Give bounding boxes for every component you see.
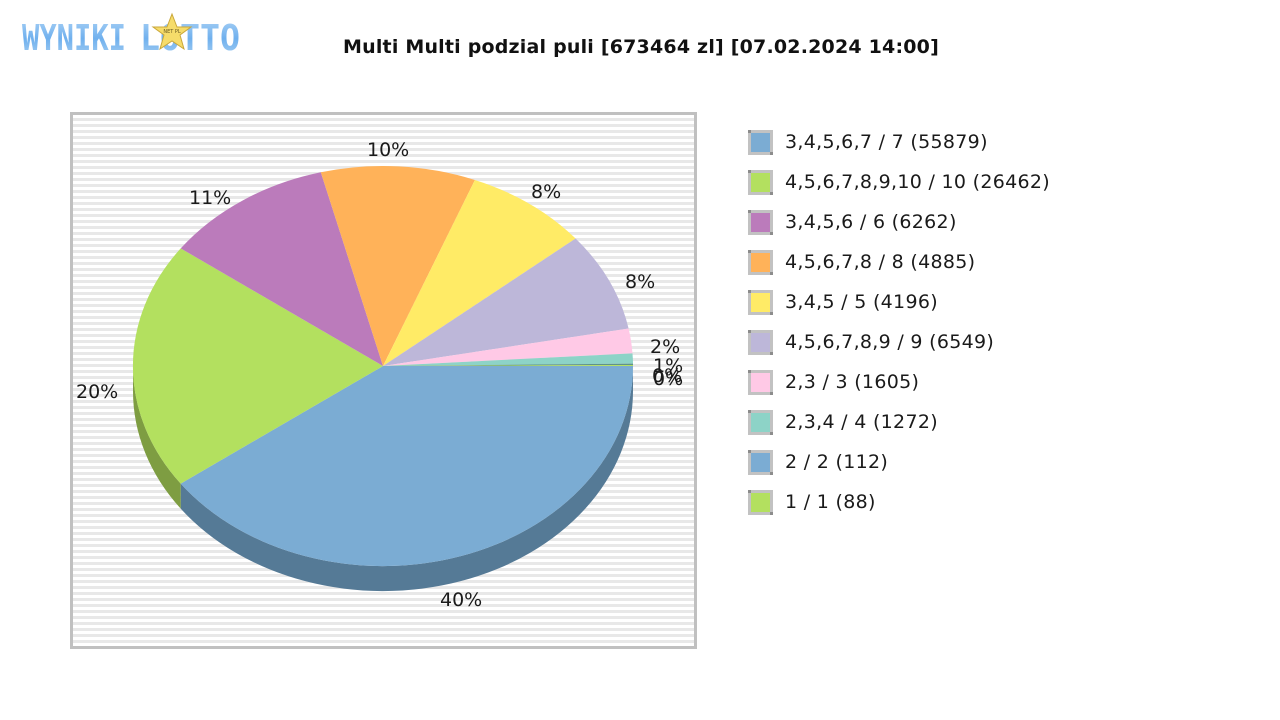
slice-3-4-5 bbox=[383, 180, 576, 366]
pct-label-8-lavender: 8% bbox=[625, 271, 656, 293]
pct-label-0-b: 0% bbox=[653, 368, 684, 390]
chart-legend: 3,4,5,6,7 / 7 (55879) 4,5,6,7,8,9,10 / 1… bbox=[748, 122, 1050, 522]
pie-chart bbox=[132, 166, 634, 592]
slice-3-4-5-6-7 bbox=[180, 366, 634, 567]
pct-label-11: 11% bbox=[189, 187, 232, 209]
pct-label-10: 10% bbox=[367, 139, 410, 161]
legend-item: 3,4,5,6 / 6 (6262) bbox=[748, 202, 1050, 242]
legend-label: 3,4,5,6 / 6 (6262) bbox=[785, 211, 957, 233]
slice-3-4-5-6 bbox=[180, 172, 383, 366]
pie-slices bbox=[132, 166, 634, 567]
legend-item: 2,3 / 3 (1605) bbox=[748, 362, 1050, 402]
slice-2-3-4 bbox=[383, 353, 633, 366]
legend-item: 3,4,5,6,7 / 7 (55879) bbox=[748, 122, 1050, 162]
slice-4-5-6-7-8 bbox=[320, 166, 475, 366]
pct-label-40: 40% bbox=[440, 589, 483, 611]
legend-item: 2,3,4 / 4 (1272) bbox=[748, 402, 1050, 442]
slice-4-10 bbox=[132, 248, 383, 484]
legend-label: 4,5,6,7,8,9,10 / 10 (26462) bbox=[785, 171, 1051, 193]
legend-label: 3,4,5,6,7 / 7 (55879) bbox=[785, 131, 988, 153]
logo-graphic: WYNIKI LOTTO NET PL bbox=[22, 12, 240, 59]
legend-item: 3,4,5 / 5 (4196) bbox=[748, 282, 1050, 322]
legend-swatch bbox=[748, 489, 773, 515]
legend-swatch bbox=[748, 289, 773, 315]
star-icon bbox=[151, 12, 193, 51]
slice-4-9 bbox=[383, 238, 629, 366]
pct-label-8-yellow: 8% bbox=[531, 181, 562, 203]
legend-swatch bbox=[748, 129, 773, 155]
legend-item: 4,5,6,7,8,9,10 / 10 (26462) bbox=[748, 162, 1050, 202]
legend-swatch bbox=[748, 449, 773, 475]
legend-swatch bbox=[748, 209, 773, 235]
pct-label-2: 2% bbox=[650, 336, 681, 358]
slice-1-1 bbox=[383, 365, 634, 366]
wyniki-lotto-logo[interactable]: WYNIKI LOTTO NET PL bbox=[22, 12, 242, 59]
legend-swatch bbox=[748, 409, 773, 435]
legend-label: 2 / 2 (112) bbox=[785, 451, 889, 473]
legend-swatch bbox=[748, 249, 773, 275]
legend-item: 1 / 1 (88) bbox=[748, 482, 1050, 522]
svg-text:NET PL: NET PL bbox=[163, 29, 181, 35]
legend-swatch bbox=[748, 369, 773, 395]
legend-label: 2,3,4 / 4 (1272) bbox=[785, 411, 938, 433]
pct-label-20: 20% bbox=[76, 381, 119, 403]
legend-label: 2,3 / 3 (1605) bbox=[785, 371, 920, 393]
pct-label-0-a: 0% bbox=[652, 365, 683, 387]
legend-swatch bbox=[748, 169, 773, 195]
slice-2-3 bbox=[383, 328, 633, 366]
legend-item: 4,5,6,7,8 / 8 (4885) bbox=[748, 242, 1050, 282]
pie-depth bbox=[132, 366, 634, 592]
svg-text:LOTTO: LOTTO bbox=[140, 18, 240, 58]
legend-label: 1 / 1 (88) bbox=[785, 491, 876, 513]
legend-label: 4,5,6,7,8,9 / 9 (6549) bbox=[785, 331, 995, 353]
legend-label: 4,5,6,7,8 / 8 (4885) bbox=[785, 251, 976, 273]
pct-label-1: 1% bbox=[653, 355, 684, 377]
svg-text:WYNIKI: WYNIKI bbox=[22, 18, 126, 58]
chart-title: Multi Multi podzial puli [673464 zl] [07… bbox=[342, 36, 939, 58]
legend-item: 4,5,6,7,8,9 / 9 (6549) bbox=[748, 322, 1050, 362]
legend-swatch bbox=[748, 329, 773, 355]
legend-item: 2 / 2 (112) bbox=[748, 442, 1050, 482]
pie-plot-area: 40% 20% 11% 10% 8% 8% 2% 1% 0% 0% bbox=[70, 112, 697, 649]
legend-label: 3,4,5 / 5 (4196) bbox=[785, 291, 938, 313]
